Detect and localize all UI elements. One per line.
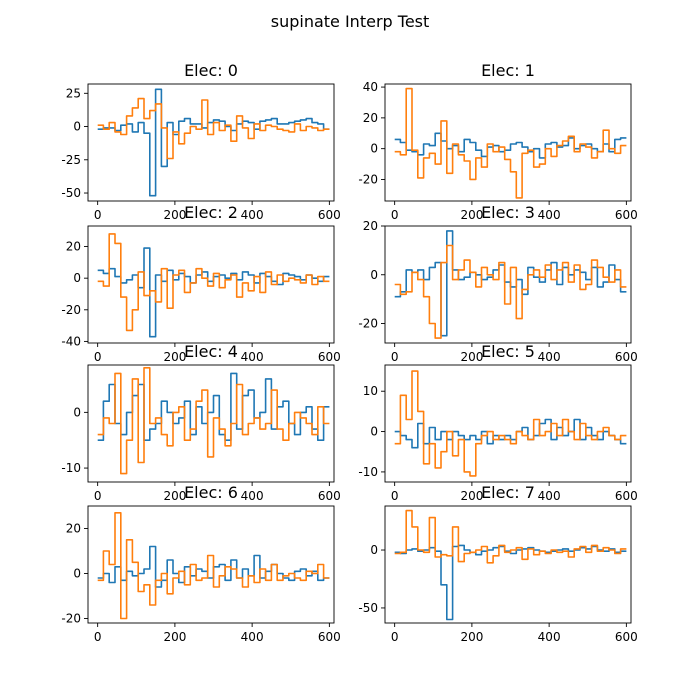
subplot-title: Elec: 4 (184, 342, 238, 361)
subplot-title: Elec: 3 (481, 203, 535, 222)
subplot-elec-0: Elec: 0 0 200 400 600 -50 -25 0 25 (61, 61, 340, 222)
x-tick-label: 400 (538, 489, 561, 503)
series-line-1 (394, 87, 627, 199)
x-tick-label: 400 (538, 630, 561, 644)
y-tick-label: -10 (61, 461, 81, 475)
plot-area (87, 364, 335, 483)
x-tick-label: 0 (94, 630, 102, 644)
y-tick-label: -20 (358, 172, 378, 186)
y-tick-label: 0 (370, 268, 378, 282)
plot-area (87, 225, 335, 344)
x-tick-label: 400 (241, 630, 264, 644)
y-tick-label: -20 (61, 612, 81, 626)
y-tick-label: 20 (363, 219, 378, 233)
subplot-title: Elec: 0 (184, 61, 238, 80)
x-tick-label: 600 (318, 630, 341, 644)
y-tick-label: 40 (363, 80, 378, 94)
x-tick-label: 600 (615, 489, 638, 503)
x-tick-label: 400 (241, 489, 264, 503)
x-tick-label: 400 (241, 350, 264, 364)
figure-title: supinate Interp Test (271, 12, 430, 31)
y-tick-label: 0 (73, 120, 81, 134)
x-tick-label: 600 (615, 350, 638, 364)
y-tick-label: 20 (66, 240, 81, 254)
series-line-1 (394, 370, 627, 477)
y-tick-label: -20 (358, 317, 378, 331)
subplot-elec-3: Elec: 3 0 200 400 600 -20 0 20 (358, 203, 637, 364)
x-tick-label: 0 (391, 489, 399, 503)
series-line-1 (97, 511, 330, 620)
series-line-1 (394, 509, 627, 564)
x-tick-label: 200 (163, 489, 186, 503)
subplot-elec-4: Elec: 4 0 200 400 600 -10 0 (61, 342, 340, 503)
x-tick-label: 200 (163, 208, 186, 222)
x-tick-label: 400 (538, 350, 561, 364)
series-line-1 (97, 97, 330, 160)
x-tick-label: 600 (615, 208, 638, 222)
subplot-elec-6: Elec: 6 0 200 400 600 -20 0 20 (61, 483, 340, 644)
plot-area (384, 83, 632, 202)
x-tick-label: 0 (391, 208, 399, 222)
y-tick-label: -20 (61, 303, 81, 317)
series-line-1 (97, 233, 330, 332)
subplot-title: Elec: 1 (481, 61, 535, 80)
x-tick-label: 200 (460, 208, 483, 222)
x-tick-label: 400 (241, 208, 264, 222)
subplot-elec-1: Elec: 1 0 200 400 600 -20 0 20 40 (358, 61, 637, 222)
y-tick-label: 0 (73, 567, 81, 581)
y-tick-label: 0 (370, 543, 378, 557)
x-tick-label: 200 (460, 630, 483, 644)
y-tick-label: -40 (61, 334, 81, 348)
subplot-elec-2: Elec: 2 0 200 400 600 -40 -20 0 20 (61, 203, 340, 364)
y-tick-label: 20 (363, 111, 378, 125)
x-tick-label: 400 (538, 208, 561, 222)
y-tick-label: 20 (66, 522, 81, 536)
y-tick-label: 0 (370, 142, 378, 156)
series-line-1 (97, 367, 330, 475)
x-tick-label: 0 (94, 350, 102, 364)
y-tick-label: -25 (61, 153, 81, 167)
y-tick-label: 0 (73, 405, 81, 419)
subplot-elec-7: Elec: 7 0 200 400 600 -50 0 (358, 483, 637, 644)
x-tick-label: 0 (94, 489, 102, 503)
x-tick-label: 600 (318, 208, 341, 222)
y-tick-label: 25 (66, 86, 81, 100)
plot-area (384, 364, 632, 483)
y-tick-label: 0 (370, 425, 378, 439)
x-tick-label: 600 (318, 350, 341, 364)
x-tick-label: 0 (391, 350, 399, 364)
y-tick-label: 10 (363, 384, 378, 398)
subplot-elec-5: Elec: 5 0 200 400 600 -10 0 10 (358, 342, 637, 503)
subplot-title: Elec: 7 (481, 483, 535, 502)
x-tick-label: 600 (615, 630, 638, 644)
series-line-0 (97, 88, 330, 197)
subplot-title: Elec: 6 (184, 483, 238, 502)
x-tick-label: 0 (94, 208, 102, 222)
subplot-title: Elec: 5 (481, 342, 535, 361)
x-tick-label: 200 (460, 489, 483, 503)
y-tick-label: -50 (61, 186, 81, 200)
series-line-1 (394, 244, 627, 339)
plot-area (384, 225, 632, 344)
x-tick-label: 200 (460, 350, 483, 364)
plot-area (87, 83, 335, 202)
x-tick-label: 0 (391, 630, 399, 644)
x-tick-label: 200 (163, 630, 186, 644)
y-tick-label: -50 (358, 601, 378, 615)
x-tick-label: 200 (163, 350, 186, 364)
y-tick-label: 0 (73, 271, 81, 285)
y-tick-label: -10 (358, 465, 378, 479)
plot-area (87, 505, 335, 624)
x-tick-label: 600 (318, 489, 341, 503)
subplot-title: Elec: 2 (184, 203, 238, 222)
plot-area (384, 505, 632, 624)
